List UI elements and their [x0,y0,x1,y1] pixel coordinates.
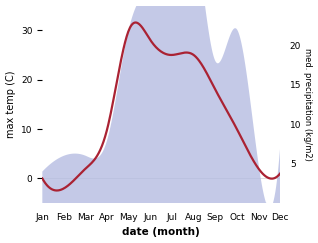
X-axis label: date (month): date (month) [122,227,200,237]
Y-axis label: max temp (C): max temp (C) [5,71,16,138]
Y-axis label: med. precipitation (kg/m2): med. precipitation (kg/m2) [303,48,313,161]
